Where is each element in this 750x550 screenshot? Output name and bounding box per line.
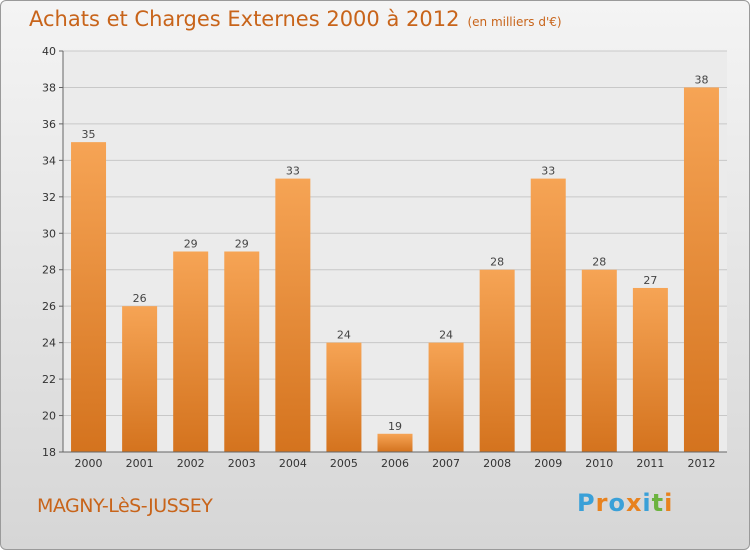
x-tick-label: 2001 [126,457,154,470]
bar-value-label: 29 [235,238,249,251]
bar-2004 [275,178,311,452]
y-tick-label: 24 [42,337,56,350]
y-tick-label: 26 [42,300,56,313]
bar-value-label: 28 [490,256,504,269]
logo-letter: i [664,489,674,517]
x-tick-label: 2006 [381,457,409,470]
x-tick-label: 2005 [330,457,358,470]
bar-2010 [581,269,617,452]
bar-2009 [530,178,566,452]
bar-value-label: 26 [133,292,147,305]
chart-title: Achats et Charges Externes 2000 à 2012 (e… [29,7,562,31]
bar-value-label: 35 [82,128,96,141]
bar-value-label: 28 [592,256,606,269]
logo-letter: i [642,489,652,517]
bars: 35 26 29 29 33 24 19 24 28 33 28 27 38 [71,73,719,453]
bar-2007 [428,342,464,452]
bar-2001 [122,306,158,452]
bar-2003 [224,251,260,452]
bar-value-label: 19 [388,420,402,433]
x-tick-label: 2003 [228,457,256,470]
x-tick-label: 2008 [483,457,511,470]
y-tick-label: 34 [42,154,56,167]
x-tick-label: 2007 [432,457,460,470]
y-tick-label: 18 [42,446,56,459]
plot-area [63,51,727,452]
bar-2012 [683,87,719,453]
logo-letter: t [651,489,665,517]
y-tick-label: 32 [42,191,56,204]
bar-value-label: 24 [439,329,453,342]
y-tick-label: 22 [42,373,56,386]
bar-2002 [173,251,209,452]
y-tick-label: 36 [42,118,56,131]
x-tick-label: 2011 [636,457,664,470]
x-tick-label: 2004 [279,457,307,470]
bar-2008 [479,269,515,452]
bar-2011 [632,287,668,452]
y-tick-label: 28 [42,264,56,277]
city-name: MAGNY-LèS-JUSSEY [37,495,213,517]
bar-value-label: 33 [286,165,300,178]
bar-value-label: 24 [337,329,351,342]
bar-value-label: 33 [541,165,555,178]
y-tick-label: 40 [42,45,56,58]
proxiti-logo[interactable]: Proxiti [577,489,673,517]
logo-letter: x [625,489,643,517]
x-axis-labels: 2000 2001 2002 2003 2004 2005 2006 2007 2008 2009… [75,457,716,470]
chart-subtitle: (en milliers d'€) [467,15,562,29]
bar-2000 [71,142,107,453]
logo-letter: r [595,489,609,517]
logo-letter: P [577,489,596,517]
bar-value-label: 38 [694,73,708,86]
x-tick-label: 2002 [177,457,205,470]
x-tick-label: 2009 [534,457,562,470]
y-tick-label: 30 [42,227,56,240]
bar-2005 [326,342,362,452]
x-tick-label: 2010 [585,457,613,470]
x-tick-label: 2012 [687,457,715,470]
y-axis-labels: 18 20 22 24 26 28 30 32 34 36 38 40 [42,45,63,459]
bar-value-label: 27 [643,274,657,287]
logo-letter: o [608,489,626,517]
y-tick-label: 20 [42,410,56,423]
bar-2006 [377,433,413,452]
x-tick-label: 2000 [75,457,103,470]
y-tick-label: 38 [42,81,56,94]
bar-value-label: 29 [184,238,198,251]
chart-title-text: Achats et Charges Externes 2000 à 2012 [29,7,460,31]
